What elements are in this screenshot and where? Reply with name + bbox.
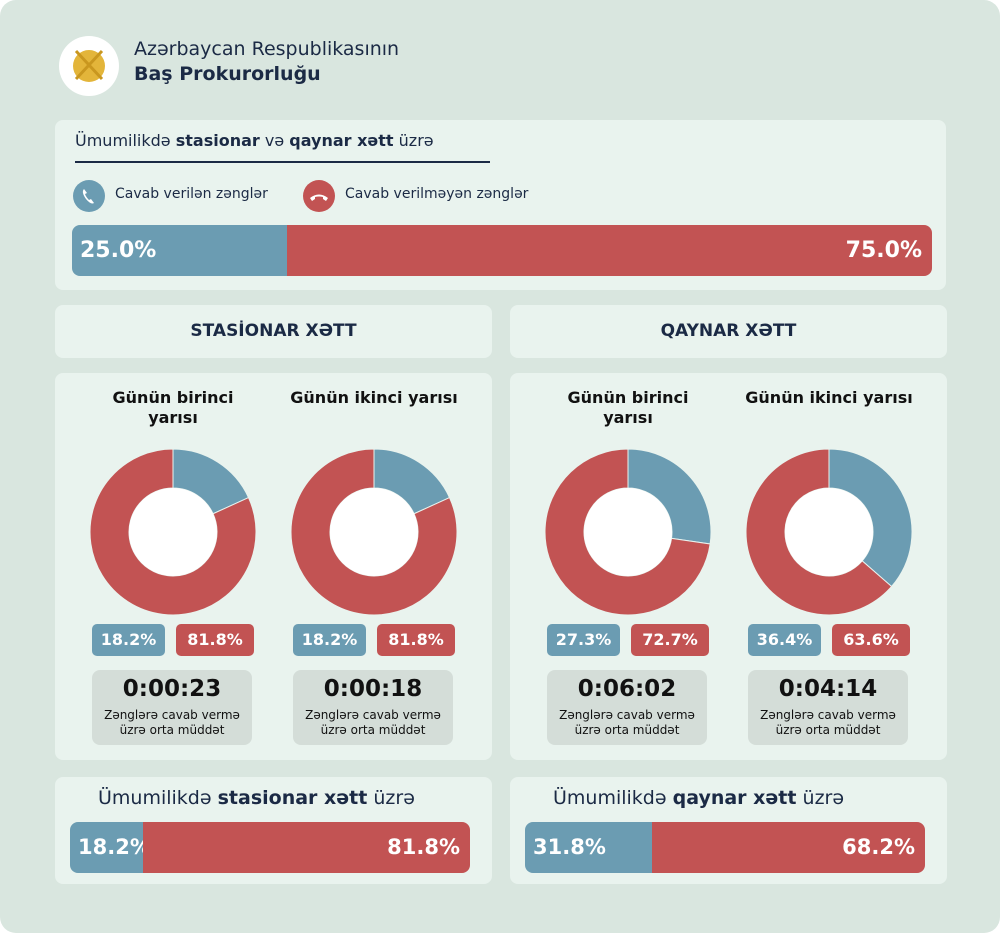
donut <box>290 448 458 616</box>
stacked-bar: 25.0% 75.0% <box>72 225 932 276</box>
stacked-bar: 18.2% 81.8% <box>70 822 470 873</box>
donut-title: Günün birinci yarısı <box>567 388 689 427</box>
donut <box>544 448 712 616</box>
bar-segment: 18.2% <box>70 822 151 873</box>
donut-title: Günün ikinci yarısı <box>290 388 458 407</box>
legend-label: Cavab verilməyən zənglər <box>345 186 529 202</box>
duration-box <box>547 670 707 745</box>
donut-hole <box>330 488 418 576</box>
pill-label: 81.8% <box>176 624 254 656</box>
pill-label: 27.3% <box>547 624 620 656</box>
duration-caption: Zənglərə cavab vermə üzrə orta müddət <box>104 708 240 737</box>
summary-title: Ümumilikdə stasionar və qaynar xətt üzrə <box>75 131 434 150</box>
bar-segment: 68.2% <box>652 822 925 873</box>
panel-heading-box <box>55 305 492 358</box>
title-part: üzrə <box>367 787 415 809</box>
header-line1: Azərbaycan Respublikasının <box>134 38 400 60</box>
donut <box>745 448 913 616</box>
panel-heading-box <box>510 305 947 358</box>
duration: 0:00:18 <box>323 676 423 702</box>
duration: 0:06:02 <box>577 676 677 702</box>
title-part: üzrə <box>796 787 845 809</box>
stacked-bar: 31.8% 68.2% <box>525 822 925 873</box>
duration: 0:04:14 <box>778 676 878 702</box>
donut-hole <box>785 488 873 576</box>
duration-box <box>748 670 908 745</box>
total-title: Ümumilikdə stasionar xətt üzrə <box>98 787 415 809</box>
legend-icon-unanswered <box>303 180 335 212</box>
legend-icon-answered <box>73 180 105 212</box>
bar-label: 18.2% <box>78 835 151 859</box>
total-title: Ümumilikdə qaynar xətt üzrə <box>553 787 844 809</box>
title-part: və <box>259 131 290 150</box>
title-part: stasionar <box>175 131 260 150</box>
duration-caption: Zənglərə cavab vermə üzrə orta müddət <box>760 708 896 737</box>
bar-segment: 25.0% <box>72 225 287 276</box>
legend-label: Cavab verilən zənglər <box>115 186 268 202</box>
title-part: Ümumilikdə <box>75 131 176 150</box>
bar-label: 68.2% <box>842 835 915 859</box>
panel-heading: QAYNAR XƏTT <box>660 321 797 341</box>
title-part: stasionar xətt <box>217 787 368 809</box>
bar-label: 31.8% <box>533 835 606 859</box>
title-part: qaynar xətt <box>289 131 394 150</box>
duration: 0:00:23 <box>122 676 222 702</box>
pill-label: 72.7% <box>631 624 709 656</box>
donut-title: Günün ikinci yarısı <box>745 388 913 407</box>
donut-hole <box>584 488 672 576</box>
donut-hole <box>129 488 217 576</box>
bar-label: 81.8% <box>387 835 460 859</box>
header-line2: Baş Prokurorluğu <box>134 63 321 85</box>
duration-caption: Zənglərə cavab vermə üzrə orta müddət <box>305 708 441 737</box>
bar-segment: 81.8% <box>142 822 470 873</box>
bar-segment: 75.0% <box>287 225 932 276</box>
bar-label: 25.0% <box>80 238 157 263</box>
title-part: Ümumilikdə <box>553 787 673 809</box>
duration-box <box>92 670 252 745</box>
pill-label: 18.2% <box>293 624 366 656</box>
logo <box>59 36 119 96</box>
pill-label: 18.2% <box>92 624 165 656</box>
donut-title: Günün birinci yarısı <box>112 388 234 427</box>
title-part: üzrə <box>393 131 434 150</box>
underline <box>75 161 490 163</box>
panel-heading: STASİONAR XƏTT <box>190 321 357 341</box>
title-part: qaynar xətt <box>672 787 797 809</box>
bar-label: 75.0% <box>845 238 922 263</box>
donut <box>89 448 257 616</box>
duration-box <box>293 670 453 745</box>
pill-label: 63.6% <box>832 624 910 656</box>
pill-label: 36.4% <box>748 624 821 656</box>
duration-caption: Zənglərə cavab vermə üzrə orta müddət <box>559 708 695 737</box>
title-part: Ümumilikdə <box>98 787 218 809</box>
pill-label: 81.8% <box>377 624 455 656</box>
bar-segment: 31.8% <box>525 822 653 873</box>
